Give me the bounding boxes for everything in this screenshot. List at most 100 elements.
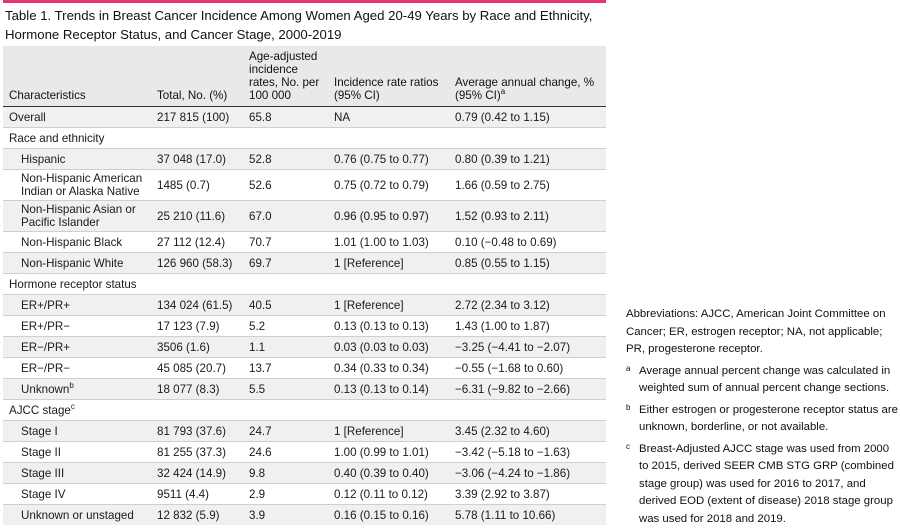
row-label: Stage I [21,424,58,438]
footnote-text: Breast-Adjusted AJCC stage was used from… [639,442,894,525]
cell-rate: 40.5 [243,294,328,316]
row-label: Race and ethnicity [9,131,105,145]
footnote-mark: a [626,363,631,373]
footnotes: a Average annual percent change was calcu… [626,363,898,529]
cell-rate: 24.7 [243,420,328,442]
row-label: ER+/PR− [21,319,70,333]
cell-characteristic: ER−/PR+ [3,336,151,358]
cell-rate: 1.1 [243,336,328,358]
table-row: Overall 217 815 (100) 65.8 NA 0.79 (0.42 to … [3,106,606,128]
row-label: Hormone receptor status [9,277,137,291]
row-label: Unknown [21,382,70,396]
row-label: ER−/PR+ [21,340,70,354]
cell-rate: 13.7 [243,357,328,379]
cell-aac: 1.66 (0.59 to 2.75) [449,169,606,201]
cell-aac: 1.43 (1.00 to 1.87) [449,315,606,337]
cell-aac: 5.78 (1.11 to 10.66) [449,504,606,525]
row-label: Stage II [21,445,61,459]
table-container: Table 1. Trends in Breast Cancer Inciden… [3,0,606,525]
cell-aac: 1.52 (0.93 to 2.11) [449,200,606,232]
cell-irr: 0.03 (0.03 to 0.03) [328,336,449,358]
table-row: ER+/PR+ 134 024 (61.5) 40.5 1 [Reference] 2.… [3,294,606,316]
cell-irr: 1.01 (1.00 to 1.03) [328,231,449,253]
cell-total [151,127,243,149]
table-row: Unknownb 18 077 (8.3) 5.5 0.13 (0.13 to 0.1… [3,378,606,400]
cell-total: 37 048 (17.0) [151,148,243,170]
cell-aac: 0.79 (0.42 to 1.15) [449,106,606,128]
cell-characteristic: Unknownb [3,378,151,400]
cell-characteristic: AJCC stagec [3,399,151,421]
cell-irr: 0.96 (0.95 to 0.97) [328,200,449,232]
cell-rate [243,127,328,149]
row-label: Non-Hispanic Asian or Pacific Islander [21,203,136,229]
footnote-c: c Breast-Adjusted AJCC stage was used fro… [626,441,898,529]
footnote-text: Either estrogen or progesterone receptor… [639,403,898,434]
footnote-marker: c [70,401,75,411]
row-label: AJCC stage [9,403,71,417]
cell-rate: 69.7 [243,252,328,274]
cell-aac: −3.25 (−4.41 to −2.07) [449,336,606,358]
cell-characteristic: Unknown or unstaged [3,504,151,525]
row-label: Non-Hispanic White [21,256,124,270]
table-row: Stage IV 9511 (4.4) 2.9 0.12 (0.11 to 0.12)… [3,483,606,505]
cell-total: 81 255 (37.3) [151,441,243,463]
table-row: Hispanic 37 048 (17.0) 52.8 0.76 (0.75 to 0… [3,148,606,170]
cell-rate: 3.9 [243,504,328,525]
footnote-b: b Either estrogen or progesterone recepto… [626,402,898,437]
cell-aac [449,273,606,295]
section-header-row: Race and ethnicity [3,127,606,149]
cell-total: 134 024 (61.5) [151,294,243,316]
incidence-table: Characteristics Total, No. (%) Age-adjus… [3,46,606,525]
cell-total [151,273,243,295]
cell-irr: 0.34 (0.33 to 0.34) [328,357,449,379]
table-notes: Abbreviations: AJCC, American Joint Comm… [626,306,898,532]
cell-irr: 0.13 (0.13 to 0.13) [328,315,449,337]
cell-characteristic: ER+/PR+ [3,294,151,316]
cell-irr [328,273,449,295]
cell-irr [328,127,449,149]
cell-characteristic: Hormone receptor status [3,273,151,295]
cell-rate: 9.8 [243,462,328,484]
row-label: Overall [9,110,46,124]
cell-irr: 0.40 (0.39 to 0.40) [328,462,449,484]
cell-total: 18 077 (8.3) [151,378,243,400]
cell-characteristic: Stage IV [3,483,151,505]
cell-characteristic: Race and ethnicity [3,127,151,149]
cell-rate: 24.6 [243,441,328,463]
cell-rate: 2.9 [243,483,328,505]
cell-aac [449,127,606,149]
cell-aac: 3.39 (2.92 to 3.87) [449,483,606,505]
row-label: ER+/PR+ [21,298,70,312]
cell-rate: 52.6 [243,169,328,201]
cell-aac: −6.31 (−9.82 to −2.66) [449,378,606,400]
section-header-row: Hormone receptor status [3,273,606,295]
cell-characteristic: Stage I [3,420,151,442]
header-aac-label: Average annual change, % (95% CI) [455,76,595,102]
cell-aac: 0.80 (0.39 to 1.21) [449,148,606,170]
row-label: Stage IV [21,487,66,501]
cell-irr: 0.13 (0.13 to 0.14) [328,378,449,400]
cell-aac [449,399,606,421]
cell-characteristic: Non-Hispanic White [3,252,151,274]
row-label: Unknown or unstaged [21,508,134,522]
cell-characteristic: ER+/PR− [3,315,151,337]
header-total: Total, No. (%) [151,46,243,107]
row-label: ER−/PR− [21,361,70,375]
cell-rate: 65.8 [243,106,328,128]
footnote-mark: b [626,402,631,412]
cell-total: 81 793 (37.6) [151,420,243,442]
row-label: Non-Hispanic Black [21,235,123,249]
cell-rate: 70.7 [243,231,328,253]
cell-irr: 0.16 (0.15 to 0.16) [328,504,449,525]
abbreviations-note: Abbreviations: AJCC, American Joint Comm… [626,308,886,355]
cell-irr [328,399,449,421]
cell-total: 25 210 (11.6) [151,200,243,232]
footnote-marker: b [69,380,74,390]
cell-aac: −3.06 (−4.24 to −1.86) [449,462,606,484]
cell-characteristic: Non-Hispanic Black [3,231,151,253]
cell-rate: 5.2 [243,315,328,337]
cell-rate: 67.0 [243,200,328,232]
cell-total: 1485 (0.7) [151,169,243,201]
cell-total: 9511 (4.4) [151,483,243,505]
cell-total: 3506 (1.6) [151,336,243,358]
